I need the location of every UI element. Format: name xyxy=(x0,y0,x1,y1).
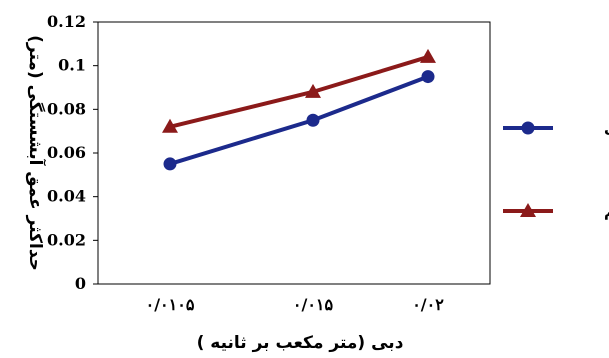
y-axis-ticks: 0 0.02 0.04 0.06 0.08 0.1 0.12 xyxy=(47,12,98,293)
series-line xyxy=(170,77,428,164)
x-tick-label: ۰/۰۱۰۵ xyxy=(146,295,195,314)
x-axis-ticks: ۰/۰۱۰۵ ۰/۰۱۵ ۰/۰۲ xyxy=(146,295,445,314)
legend: چوگانی مستقیم xyxy=(503,119,609,220)
y-tick-label: 0.1 xyxy=(58,56,86,75)
x-tick-label: ۰/۰۱۵ xyxy=(293,295,334,314)
y-tick-label: 0.02 xyxy=(47,230,86,249)
legend-item: مستقیم xyxy=(503,202,609,220)
series-layer xyxy=(162,49,436,170)
data-point xyxy=(422,70,435,83)
y-axis-title: حداکثر عمق آبشستگی (متر) xyxy=(25,35,47,271)
legend-label: چوگانی xyxy=(604,119,609,138)
y-tick-label: 0.04 xyxy=(47,187,86,206)
data-point xyxy=(307,114,320,127)
legend-label: مستقیم xyxy=(604,202,609,220)
y-tick-label: 0.12 xyxy=(47,12,86,31)
data-point xyxy=(164,157,177,170)
y-tick-label: 0 xyxy=(75,274,86,293)
data-point xyxy=(420,49,436,63)
legend-marker xyxy=(522,122,535,135)
x-axis-title: دبی (متر مکعب بر ثانیه ) xyxy=(197,333,404,353)
y-tick-label: 0.06 xyxy=(47,143,86,162)
y-tick-label: 0.08 xyxy=(47,99,86,118)
x-tick-label: ۰/۰۲ xyxy=(412,295,444,314)
legend-item: چوگانی xyxy=(503,119,609,138)
